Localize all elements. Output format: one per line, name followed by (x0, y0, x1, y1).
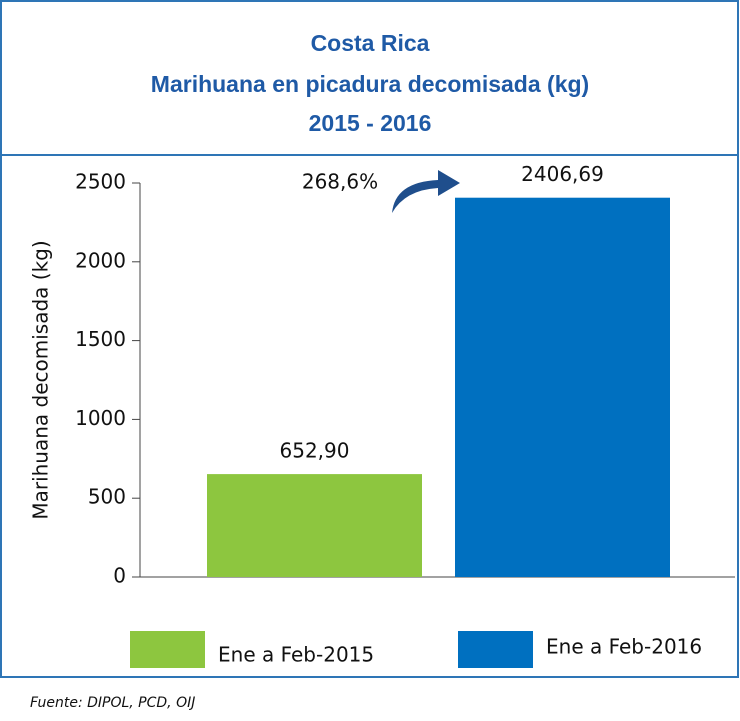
chart-title: Costa Rica (311, 30, 430, 56)
chart-title: 2015 - 2016 (309, 110, 432, 136)
bar (207, 474, 422, 577)
annotation: 268,6% (302, 170, 378, 194)
y-tick-label: 2500 (75, 170, 126, 194)
chart-title: Marihuana en picadura decomisada (kg) (151, 71, 589, 97)
arrow (392, 170, 460, 213)
y-tick-label: 1500 (75, 327, 126, 351)
y-tick-label: 2000 (75, 248, 126, 272)
legend-swatch (130, 631, 205, 668)
data-label: 652,90 (280, 439, 350, 463)
legend-label: Ene a Feb-2016 (546, 635, 702, 659)
y-tick-label: 1000 (75, 406, 126, 430)
y-tick-label: 500 (88, 485, 126, 509)
legend-label: Ene a Feb-2015 (218, 643, 374, 667)
y-tick-label: 0 (113, 564, 126, 588)
data-label: 2406,69 (521, 162, 604, 186)
source: Fuente: DIPOL, PCD, OIJ (30, 695, 195, 711)
y-axis-label: Marihuana decomisada (kg) (29, 240, 53, 519)
bar (455, 197, 670, 577)
legend-swatch (458, 631, 533, 668)
